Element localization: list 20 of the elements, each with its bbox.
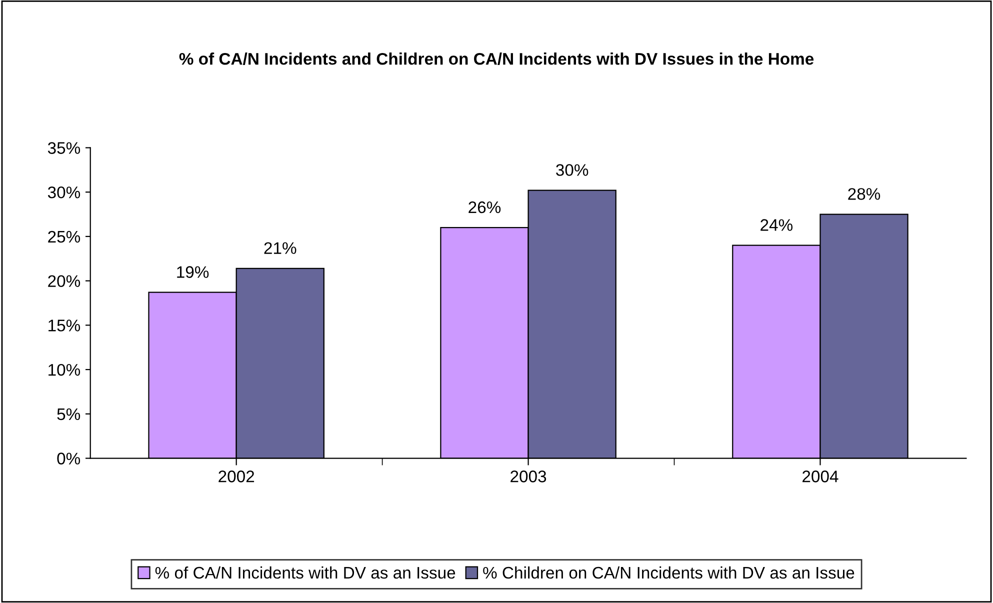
x-tick-label: 2003 [510,470,546,482]
y-tick-label: 25% [48,230,80,243]
data-label: 26% [468,201,501,214]
data-label: 19% [177,266,209,278]
y-tick-label: 20% [48,275,80,288]
y-tick-label: 35% [48,142,80,154]
y-tick-label: 0% [57,452,80,464]
data-label: 21% [264,242,296,254]
x-tick-label: 2004 [802,470,838,482]
data-label: 30% [556,164,588,176]
data-label: 28% [848,188,880,200]
y-tick-label: 15% [48,320,80,332]
legend-label: % of CA/N Incidents with DV as an Issue [155,566,456,579]
y-tick-label: 30% [48,186,80,198]
chart-title: % of CA/N Incidents and Children on CA/N Incidents with DV Issues in the Home [179,52,814,65]
legend-label: % Children on CA/N Incidents with DV as an Issue [483,566,854,579]
x-tick-label: 2002 [218,470,254,482]
y-tick-label: 10% [48,364,80,376]
data-label: 24% [760,219,793,231]
y-tick-label: 5% [57,408,80,420]
